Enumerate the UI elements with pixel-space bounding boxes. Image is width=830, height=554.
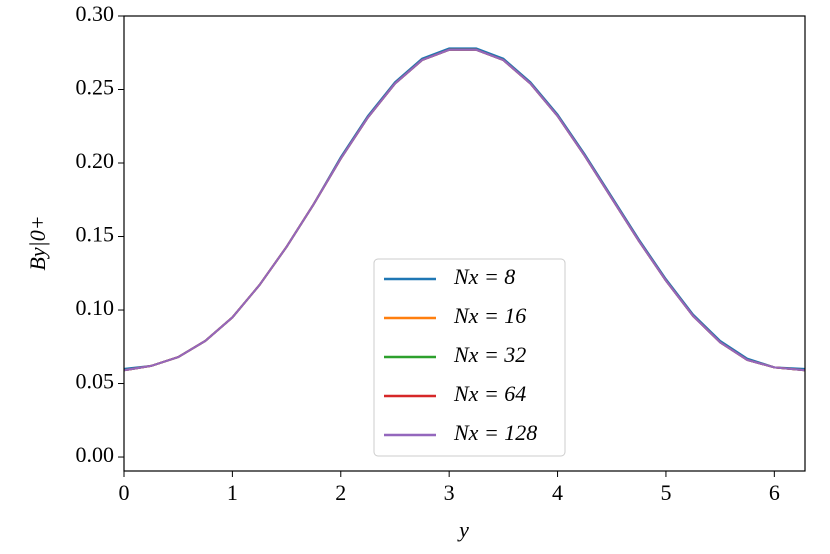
- y-tick-label: 0.10: [76, 295, 115, 320]
- y-tick-label: 0.05: [76, 369, 115, 394]
- legend-label: Nx = 32: [453, 342, 526, 367]
- plot-frame: [123, 15, 806, 472]
- x-tick-label: 6: [769, 480, 780, 505]
- legend-label: Nx = 64: [453, 381, 526, 406]
- legend-label: Nx = 128: [453, 420, 537, 445]
- y-tick-label: 0.15: [76, 222, 115, 247]
- x-tick-label: 2: [335, 480, 346, 505]
- series-line: [123, 48, 805, 372]
- y-tick-label: 0.30: [76, 1, 115, 26]
- x-axis-label: y: [457, 517, 469, 542]
- x-tick-label: 5: [660, 480, 671, 505]
- legend-label: Nx = 16: [453, 303, 526, 328]
- x-tick-label: 4: [552, 480, 563, 505]
- legend-label: Nx = 8: [453, 264, 515, 289]
- x-tick-label: 1: [227, 480, 238, 505]
- y-tick-label: 0.00: [76, 442, 115, 467]
- x-tick-label: 0: [119, 480, 130, 505]
- y-axis-label: By|0+: [25, 215, 50, 270]
- y-tick-label: 0.25: [76, 75, 115, 100]
- y-tick-label: 0.20: [76, 148, 115, 173]
- legend-box: [373, 258, 566, 457]
- x-tick-label: 3: [444, 480, 455, 505]
